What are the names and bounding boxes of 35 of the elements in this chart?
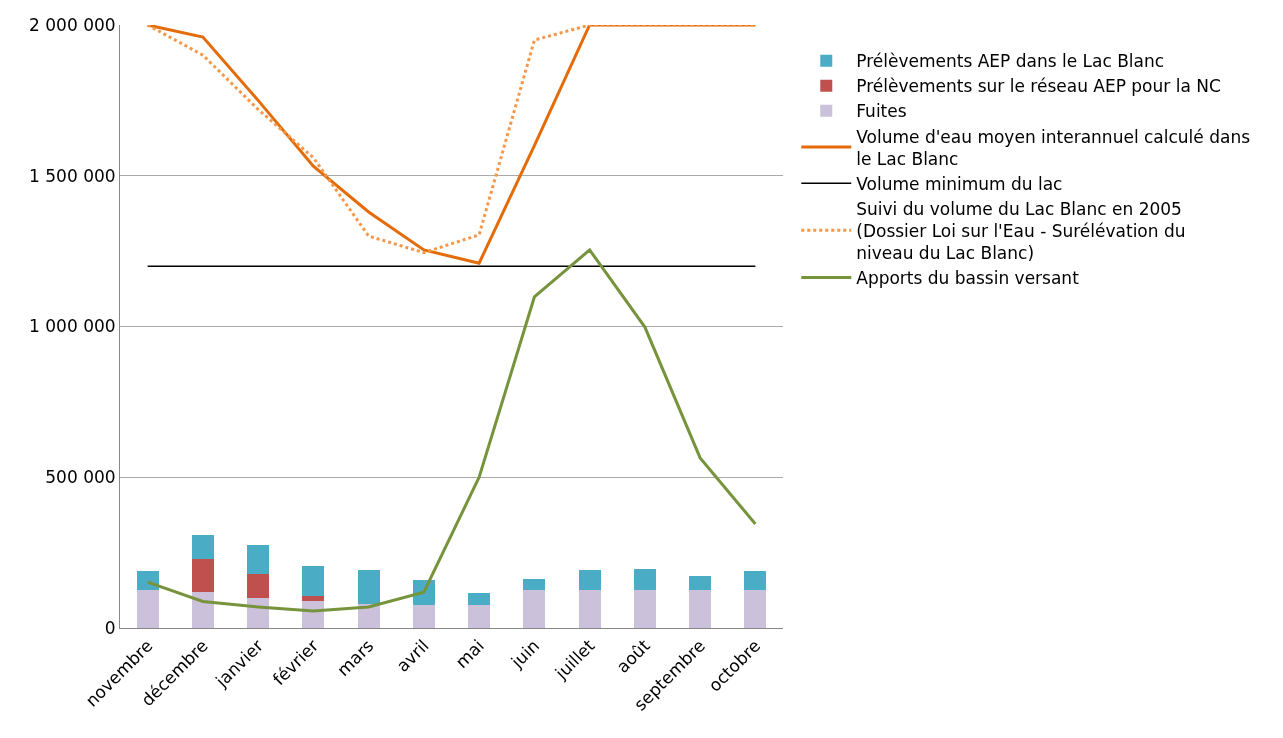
bar bbox=[523, 579, 546, 591]
legend-label: Prélèvements AEP dans le Lac Blanc bbox=[856, 51, 1165, 72]
bar bbox=[191, 591, 214, 628]
legend-label: Volume minimum du lac bbox=[856, 173, 1063, 194]
legend-label: Fuites bbox=[856, 101, 907, 122]
legend-label: Suivi du volume du Lac Blanc en 2005 (Dossier Loi sur l'Eau - Surélévation du niveau du Lac Blanc) bbox=[856, 198, 1186, 264]
bar bbox=[357, 569, 380, 604]
bar bbox=[578, 590, 601, 628]
legend-label: Volume d'eau moyen interannuel calculé dans le Lac Blanc bbox=[856, 126, 1251, 169]
bar bbox=[523, 590, 546, 628]
bar bbox=[302, 566, 325, 597]
y-tick-label: 500 000 bbox=[45, 467, 116, 488]
bar bbox=[578, 569, 601, 591]
bar bbox=[689, 576, 712, 591]
bar bbox=[744, 590, 767, 628]
bar bbox=[633, 568, 656, 591]
bar bbox=[744, 571, 767, 591]
bar bbox=[412, 605, 435, 628]
bar bbox=[136, 590, 159, 628]
y-tick-label: 1 500 000 bbox=[29, 165, 116, 186]
bar bbox=[689, 590, 712, 628]
bar bbox=[247, 545, 270, 574]
bar bbox=[633, 590, 656, 628]
y-tick-label: 0 bbox=[104, 617, 116, 638]
legend-label: Prélèvements sur le réseau AEP pour la NC bbox=[856, 76, 1221, 97]
line-series bbox=[146, 248, 757, 613]
y-tick-label: 2 000 000 bbox=[29, 14, 116, 35]
bar bbox=[468, 605, 491, 628]
y-tick-label: 1 000 000 bbox=[29, 316, 116, 337]
legend-label: Apports du bassin versant bbox=[856, 268, 1080, 289]
bar bbox=[191, 534, 214, 559]
bar bbox=[302, 596, 325, 601]
bar bbox=[247, 573, 270, 598]
bar bbox=[191, 558, 214, 592]
bar bbox=[468, 593, 491, 606]
